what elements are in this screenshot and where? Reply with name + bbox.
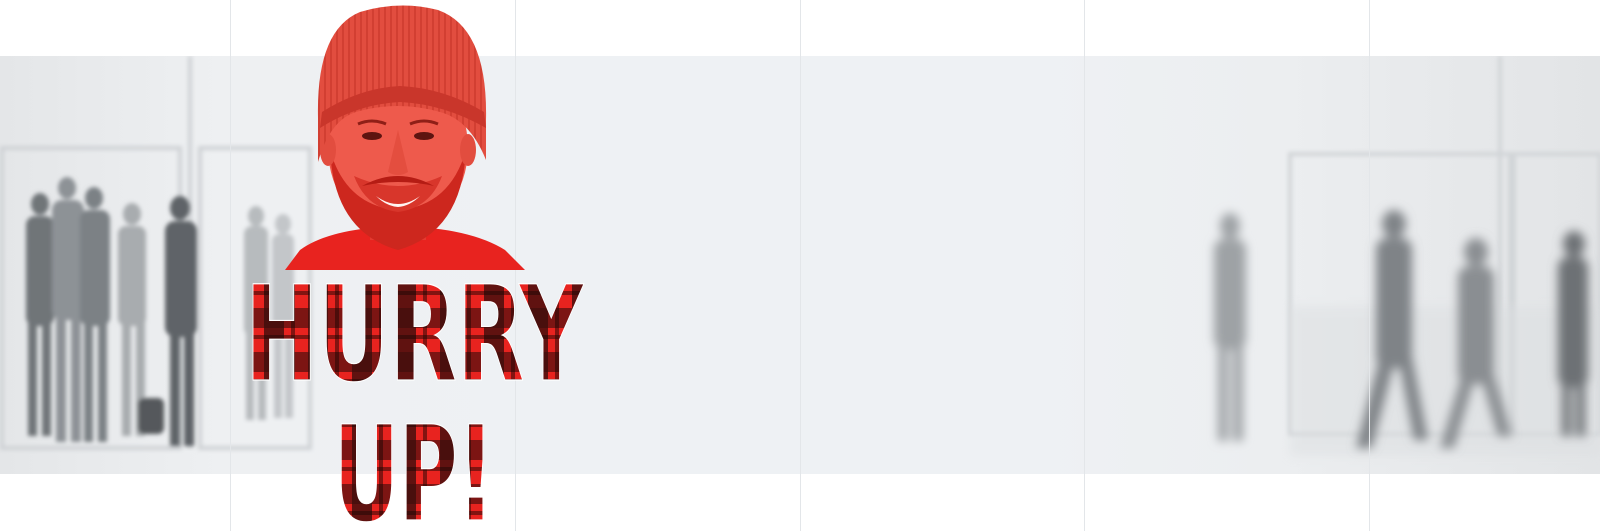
grid-line (1369, 0, 1370, 531)
grid-line (800, 0, 801, 531)
grid-line (230, 0, 231, 531)
headline-line-2: UP! (334, 398, 494, 531)
hero-illustration: HURRY UP! (244, 5, 585, 531)
crowd-background-image (0, 56, 1600, 456)
grid-line (1084, 0, 1085, 531)
headline-line-1: HURRY (245, 258, 584, 412)
